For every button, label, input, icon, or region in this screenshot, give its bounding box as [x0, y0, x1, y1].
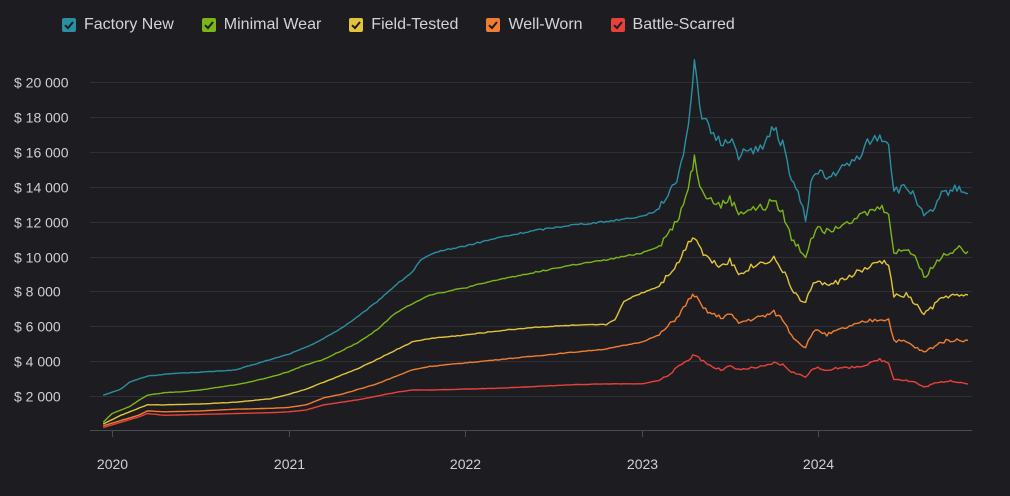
- grid-lines: [90, 82, 972, 397]
- y-tick-label: $ 8 000: [14, 284, 61, 300]
- legend-item-well-worn[interactable]: Well-Worn: [486, 16, 583, 34]
- y-tick-label: $ 14 000: [14, 180, 69, 196]
- legend-item-factory-new[interactable]: Factory New: [62, 16, 174, 34]
- series-line-minimal-wear[interactable]: [102, 154, 969, 423]
- x-tick-label: 2021: [274, 456, 305, 472]
- y-tick-label: $ 10 000: [14, 250, 69, 266]
- y-tick-label: $ 12 000: [14, 215, 69, 231]
- y-tick-label: $ 16 000: [14, 145, 69, 161]
- checkbox-icon[interactable]: [62, 18, 76, 32]
- x-tick-label: 2024: [803, 456, 834, 472]
- chart-legend: Factory New Minimal Wear Field-Tested We…: [62, 16, 735, 34]
- legend-item-field-tested[interactable]: Field-Tested: [349, 16, 458, 34]
- series-line-factory-new[interactable]: [102, 59, 969, 396]
- x-tick-label: 2022: [450, 456, 481, 472]
- y-tick-label: $ 2 000: [14, 389, 61, 405]
- legend-label: Field-Tested: [371, 16, 459, 33]
- legend-label: Battle-Scarred: [632, 16, 735, 33]
- checkbox-icon[interactable]: [201, 18, 216, 32]
- y-tick-label: $ 6 000: [14, 319, 61, 335]
- checkbox-icon[interactable]: [349, 18, 364, 32]
- y-tick-label: $ 4 000: [14, 354, 61, 370]
- x-tick-label: 2023: [627, 456, 658, 472]
- checkbox-icon[interactable]: [486, 18, 501, 32]
- series-lines: [102, 59, 969, 429]
- series-line-field-tested[interactable]: [102, 237, 969, 425]
- legend-label: Minimal Wear: [223, 16, 322, 33]
- y-tick-label: $ 18 000: [14, 110, 69, 126]
- legend-item-battle-scarred[interactable]: Battle-Scarred: [610, 16, 735, 34]
- series-line-well-worn[interactable]: [102, 293, 969, 427]
- x-axis: 2020 2021 2022 2023 2024: [90, 430, 972, 472]
- y-axis: $ 2 000 $ 4 000 $ 6 000 $ 8 000 $ 10 000 $ 12…: [14, 75, 69, 405]
- series-line-battle-scarred[interactable]: [103, 354, 969, 429]
- legend-label: Factory New: [84, 16, 174, 33]
- legend-label: Well-Worn: [508, 16, 583, 33]
- x-tick-label: 2020: [97, 456, 128, 472]
- checkbox-icon[interactable]: [610, 18, 625, 32]
- y-tick-label: $ 20 000: [14, 75, 69, 91]
- legend-item-minimal-wear[interactable]: Minimal Wear: [201, 16, 322, 34]
